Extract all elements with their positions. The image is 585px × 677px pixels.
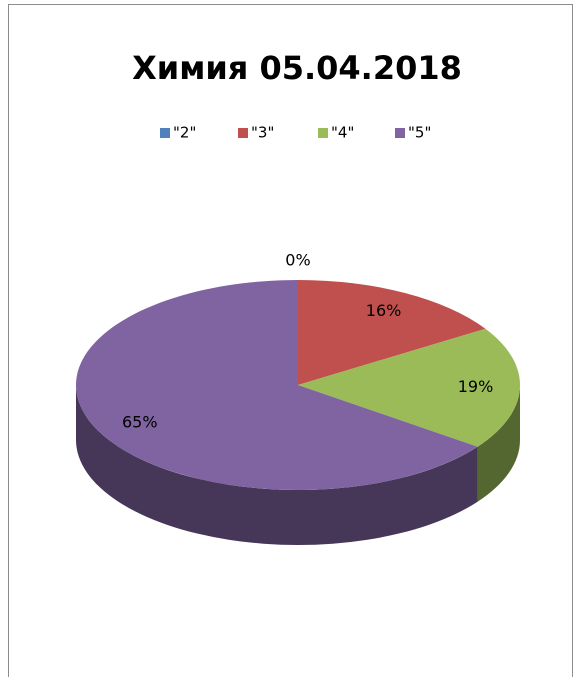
slice: [298, 280, 486, 385]
legend-swatch: [160, 128, 170, 138]
data-label: 65%: [122, 413, 158, 432]
chart-title: Химия 05.04.2018: [132, 49, 462, 87]
data-label: 19%: [458, 377, 494, 396]
legend-label: "3": [251, 124, 274, 142]
data-label: 0%: [285, 251, 310, 270]
slice-side: [76, 385, 478, 545]
legend-swatch: [238, 128, 248, 138]
legend-label: "2": [173, 124, 196, 142]
data-label: 16%: [366, 301, 402, 320]
legend-label: "4": [331, 124, 354, 142]
slice: [298, 328, 520, 447]
legend-swatch: [318, 128, 328, 138]
slice-side: [477, 385, 520, 502]
slice: [75, 280, 478, 491]
legend-swatch: [395, 128, 405, 138]
legend-label: "5": [408, 124, 431, 142]
